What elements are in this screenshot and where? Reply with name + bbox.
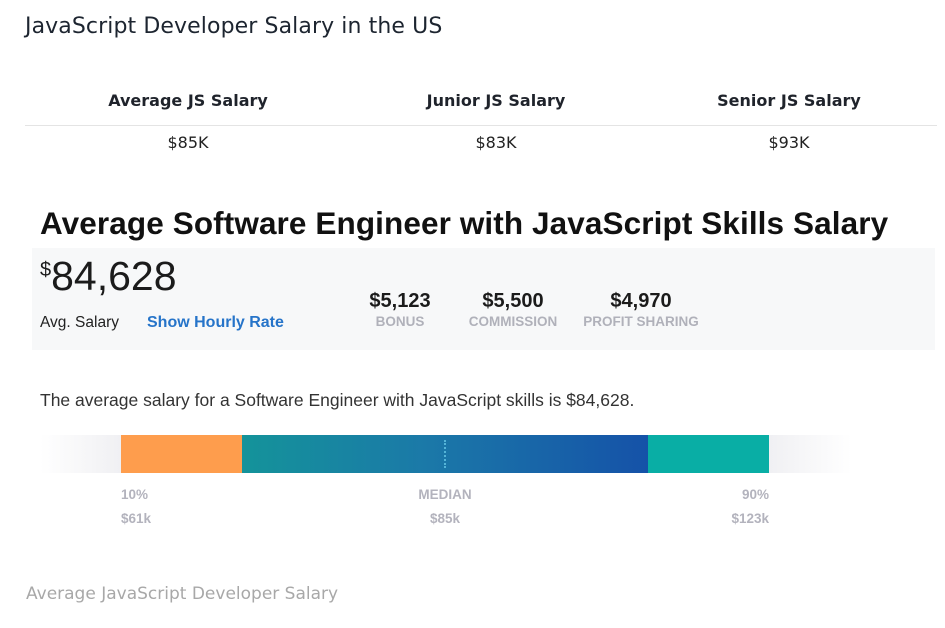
average-js-salary-value: $85K (167, 133, 209, 152)
range-track-right (769, 435, 852, 473)
profit-sharing-stat: $4,970 PROFIT SHARING (574, 289, 708, 330)
average-salary-amount: $84,628 (40, 253, 177, 300)
table-divider (25, 125, 937, 126)
high-percentile: 90% (741, 487, 769, 502)
low-percentile: 10% (121, 487, 149, 502)
range-label-low: 10% $61k (121, 483, 151, 531)
bonus-value: $5,123 (369, 290, 431, 312)
image-caption: Average JavaScript Developer Salary (26, 584, 339, 604)
range-label-high: 90% $123k (669, 483, 769, 531)
bonus-stat: $5,123 BONUS (362, 289, 438, 330)
extra-pay-group: $5,123 BONUS $5,500 COMMISSION $4,970 PR… (362, 289, 708, 330)
median-label: MEDIAN (418, 487, 472, 502)
profit-sharing-label: PROFIT SHARING (583, 314, 699, 329)
salary-range-bar (40, 435, 852, 473)
show-hourly-rate-link[interactable]: Show Hourly Rate (147, 314, 284, 331)
commission-value: $5,500 (482, 290, 544, 312)
junior-js-salary-value: $83K (475, 133, 517, 152)
salary-summary-table: Average JS Salary Junior JS Salary Senio… (25, 86, 937, 160)
commission-stat: $5,500 COMMISSION (454, 289, 572, 330)
bonus-label: BONUS (375, 314, 425, 329)
header-senior-js-salary: Senior JS Salary (717, 91, 861, 110)
range-segment-low (121, 435, 242, 473)
header-average-js-salary: Average JS Salary (108, 91, 268, 110)
table-row: $85K $83K $93K (25, 126, 937, 160)
profit-sharing-value: $4,970 (610, 290, 672, 312)
senior-js-salary-value: $93K (768, 133, 810, 152)
low-value: $61k (121, 511, 152, 526)
salary-card: Average Software Engineer with JavaScrip… (32, 203, 935, 350)
currency-symbol: $ (40, 259, 52, 281)
table-header-row: Average JS Salary Junior JS Salary Senio… (25, 86, 937, 116)
median-value: $85k (429, 511, 461, 526)
median-marker (444, 440, 446, 468)
avg-salary-label: Avg. Salary (40, 314, 119, 331)
high-value: $123k (731, 511, 769, 526)
card-title: Average Software Engineer with JavaScrip… (40, 205, 889, 241)
range-segment-high (648, 435, 769, 473)
range-label-median: MEDIAN $85k (385, 483, 505, 531)
range-track-left (40, 435, 121, 473)
header-junior-js-salary: Junior JS Salary (426, 91, 566, 110)
salary-amount: 84,628 (51, 253, 177, 299)
page-title: JavaScript Developer Salary in the US (25, 14, 443, 39)
salary-summary-text: The average salary for a Software Engine… (40, 390, 635, 410)
commission-label: COMMISSION (468, 314, 558, 329)
